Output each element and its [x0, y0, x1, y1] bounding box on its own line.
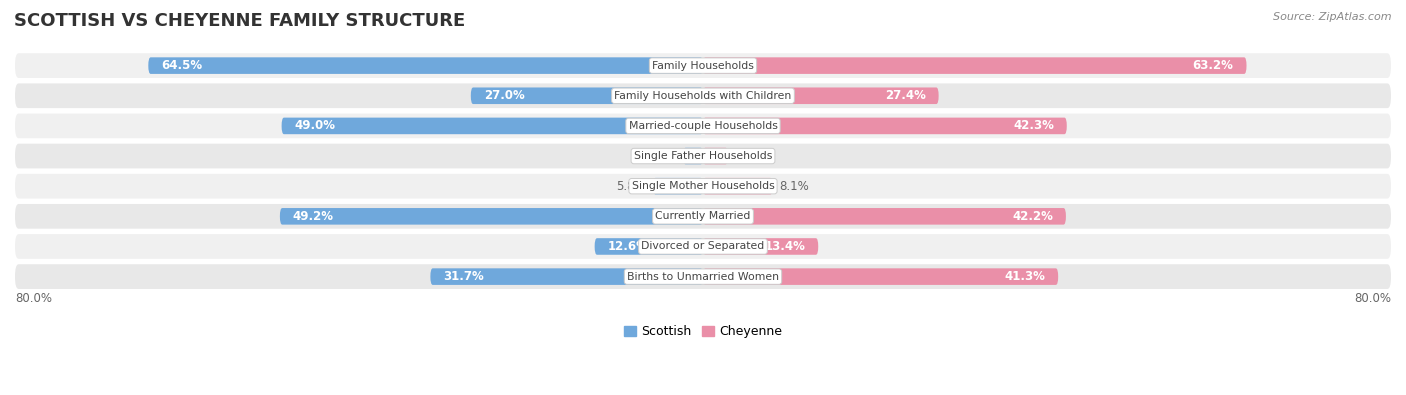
Text: Currently Married: Currently Married [655, 211, 751, 221]
FancyBboxPatch shape [471, 87, 703, 104]
FancyBboxPatch shape [15, 204, 1391, 229]
Text: 80.0%: 80.0% [15, 292, 52, 305]
FancyBboxPatch shape [15, 264, 1391, 289]
FancyBboxPatch shape [595, 238, 703, 255]
Text: SCOTTISH VS CHEYENNE FAMILY STRUCTURE: SCOTTISH VS CHEYENNE FAMILY STRUCTURE [14, 12, 465, 30]
FancyBboxPatch shape [15, 234, 1391, 259]
Text: 27.0%: 27.0% [484, 89, 524, 102]
FancyBboxPatch shape [703, 238, 818, 255]
Text: Divorced or Separated: Divorced or Separated [641, 241, 765, 252]
FancyBboxPatch shape [430, 268, 703, 285]
Text: Family Households: Family Households [652, 60, 754, 71]
FancyBboxPatch shape [703, 118, 1067, 134]
FancyBboxPatch shape [15, 83, 1391, 108]
Text: 80.0%: 80.0% [1354, 292, 1391, 305]
Text: Family Households with Children: Family Households with Children [614, 91, 792, 101]
FancyBboxPatch shape [703, 148, 728, 164]
Text: Single Mother Households: Single Mother Households [631, 181, 775, 191]
Text: 5.8%: 5.8% [617, 180, 647, 193]
Text: 41.3%: 41.3% [1004, 270, 1045, 283]
FancyBboxPatch shape [15, 144, 1391, 168]
Text: Single Father Households: Single Father Households [634, 151, 772, 161]
Text: 49.2%: 49.2% [292, 210, 333, 223]
FancyBboxPatch shape [15, 113, 1391, 138]
Text: 64.5%: 64.5% [162, 59, 202, 72]
FancyBboxPatch shape [148, 57, 703, 74]
Legend: Scottish, Cheyenne: Scottish, Cheyenne [624, 325, 782, 339]
FancyBboxPatch shape [683, 148, 703, 164]
Text: Source: ZipAtlas.com: Source: ZipAtlas.com [1274, 12, 1392, 22]
FancyBboxPatch shape [703, 208, 1066, 225]
Text: 27.4%: 27.4% [884, 89, 925, 102]
Text: 2.3%: 2.3% [647, 150, 676, 163]
FancyBboxPatch shape [281, 118, 703, 134]
Text: 63.2%: 63.2% [1192, 59, 1233, 72]
Text: 49.0%: 49.0% [294, 119, 336, 132]
FancyBboxPatch shape [280, 208, 703, 225]
FancyBboxPatch shape [703, 178, 773, 194]
FancyBboxPatch shape [703, 87, 939, 104]
Text: 42.3%: 42.3% [1012, 119, 1054, 132]
Text: 12.6%: 12.6% [607, 240, 648, 253]
FancyBboxPatch shape [703, 57, 1247, 74]
FancyBboxPatch shape [15, 53, 1391, 78]
FancyBboxPatch shape [703, 268, 1059, 285]
Text: Births to Unmarried Women: Births to Unmarried Women [627, 272, 779, 282]
Text: 42.2%: 42.2% [1012, 210, 1053, 223]
Text: 31.7%: 31.7% [443, 270, 484, 283]
Text: Married-couple Households: Married-couple Households [628, 121, 778, 131]
Text: 13.4%: 13.4% [765, 240, 806, 253]
FancyBboxPatch shape [654, 178, 703, 194]
FancyBboxPatch shape [15, 174, 1391, 199]
Text: 2.9%: 2.9% [735, 150, 765, 163]
Text: 8.1%: 8.1% [779, 180, 810, 193]
